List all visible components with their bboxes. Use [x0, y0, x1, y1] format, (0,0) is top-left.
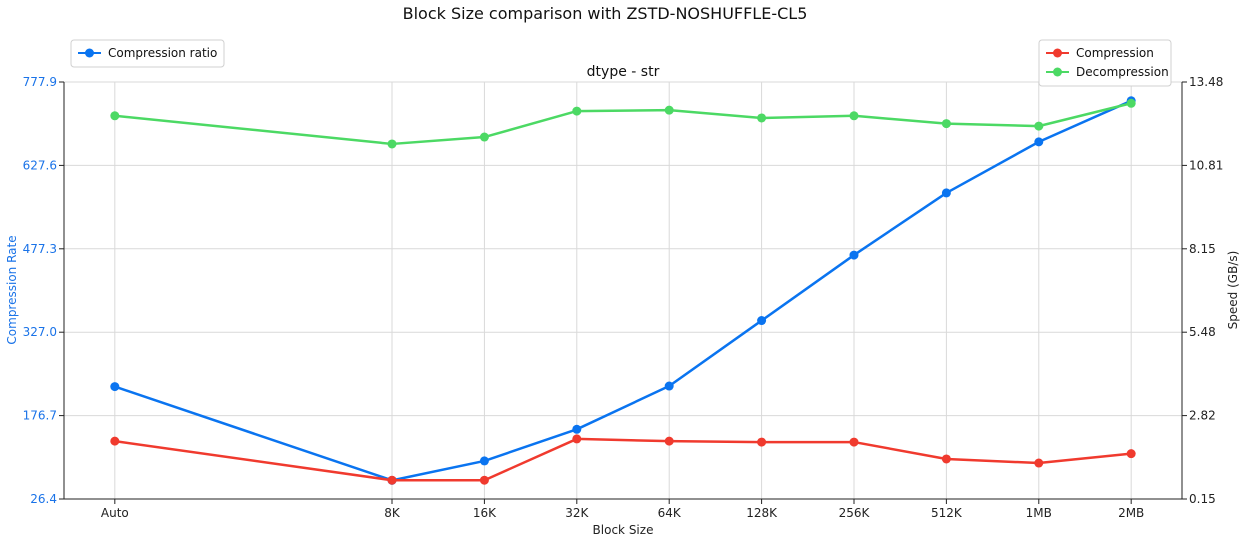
data-point [572, 106, 582, 116]
legend-swatch-marker [85, 48, 94, 58]
data-point [664, 105, 674, 115]
legend-swatch-marker [1053, 48, 1062, 58]
data-point [479, 456, 489, 466]
legend-label: Decompression [1076, 65, 1169, 79]
left-y-tick-label: 176.7 [23, 409, 57, 423]
x-tick-label: 32K [565, 506, 589, 520]
legend-frame [70, 39, 225, 68]
x-tick-label: 8K [384, 506, 401, 520]
chart-subtitle: dtype - str [587, 64, 660, 80]
x-tick-label: Auto [101, 506, 129, 520]
series-line [114, 437, 1132, 482]
legend-frame [1038, 39, 1172, 87]
right-y-tick-label: 0.15 [1189, 492, 1216, 506]
x-tick-label: 1MB [1026, 506, 1052, 520]
right-y-tick-label: 2.82 [1189, 409, 1216, 423]
x-tick-label: 256K [839, 506, 871, 520]
left-y-tick-label: 327.0 [23, 325, 57, 339]
data-point [1126, 449, 1136, 459]
data-point [757, 437, 767, 447]
legend: Compression ratio [70, 39, 225, 68]
series-compression-ratio [110, 96, 1136, 485]
data-point [849, 111, 859, 121]
data-point [479, 132, 489, 142]
data-point [849, 250, 859, 260]
data-point [941, 454, 951, 464]
data-point [387, 475, 397, 485]
data-point [941, 119, 951, 129]
legend: Compression Decompression [1038, 39, 1172, 87]
x-tick-label: 64K [658, 506, 682, 520]
series-compression [110, 434, 1136, 485]
right-y-tick-label: 13.48 [1189, 75, 1223, 89]
left-y-tick-label: 477.3 [23, 242, 57, 256]
left-y-axis-label: Compression Rate [5, 235, 19, 344]
data-point [1034, 458, 1044, 468]
data-point [757, 316, 767, 326]
data-point [849, 437, 859, 447]
data-point [1034, 121, 1044, 131]
data-point [387, 139, 397, 149]
chart-title: Block Size comparison with ZSTD-NOSHUFFL… [403, 4, 808, 23]
series-line [114, 102, 1132, 146]
data-point [479, 475, 489, 485]
data-point [1126, 98, 1136, 108]
series-line [114, 99, 1132, 482]
data-point [664, 381, 674, 391]
left-y-tick-label: 627.6 [23, 158, 57, 172]
data-point [757, 113, 767, 123]
x-tick-label: 512K [931, 506, 963, 520]
data-point [110, 436, 120, 446]
axes: Auto 8K 16K 32K 64K 128K 256K 512K 1MB 2MB 26.4 0.1… [23, 75, 1224, 520]
left-y-tick-label: 777.9 [23, 75, 57, 89]
legend-swatch-marker [1053, 67, 1062, 77]
legends: Compression ratio Compression Decompressio… [70, 39, 1172, 87]
series-layer [110, 96, 1136, 485]
legend-label: Compression ratio [108, 46, 217, 60]
x-tick-label: 128K [746, 506, 778, 520]
right-y-tick-label: 5.48 [1189, 325, 1216, 339]
data-point [664, 436, 674, 446]
left-y-tick-label: 26.4 [30, 492, 57, 506]
right-y-tick-label: 10.81 [1189, 158, 1223, 172]
grid-lines [64, 81, 1182, 500]
data-point [941, 188, 951, 198]
series-decompression [110, 98, 1136, 149]
x-axis-label: Block Size [593, 523, 654, 537]
legend-label: Compression [1076, 46, 1154, 60]
x-tick-label: 16K [473, 506, 497, 520]
data-point [572, 434, 582, 444]
right-y-axis-label: Speed (GB/s) [1226, 251, 1240, 330]
right-y-tick-label: 8.15 [1189, 242, 1216, 256]
data-point [110, 382, 120, 392]
data-point [572, 424, 582, 434]
data-point [110, 111, 120, 121]
x-tick-label: 2MB [1118, 506, 1144, 520]
data-point [1034, 137, 1044, 147]
